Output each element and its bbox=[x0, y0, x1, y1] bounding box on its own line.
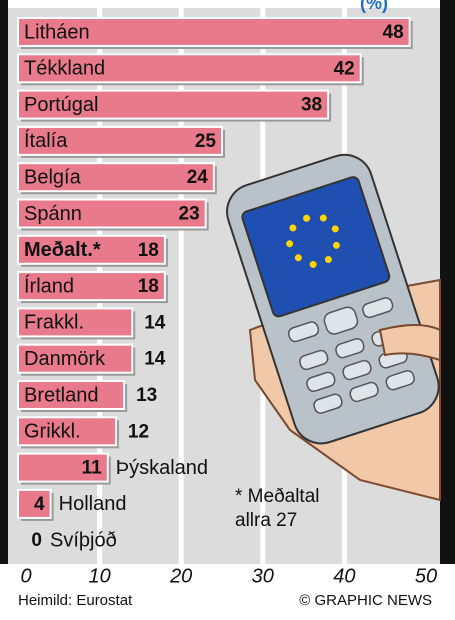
category-label: Litháen bbox=[24, 21, 90, 43]
category-label: Portúgal bbox=[24, 94, 99, 116]
value-label: 14 bbox=[144, 349, 166, 370]
page: {"chart_data":{"type":"bar","orientation… bbox=[0, 0, 455, 620]
x-tick-label: 10 bbox=[88, 565, 110, 587]
credit: © GRAPHIC NEWS bbox=[299, 592, 432, 609]
category-label: Spánn bbox=[24, 203, 82, 225]
value-label: 11 bbox=[82, 458, 103, 479]
value-label: 18 bbox=[138, 240, 159, 261]
chart: Litháen 48 Tékkland 42 Portúgal 38 Ítalía 25 Bel… bbox=[0, 0, 455, 615]
value-label: 25 bbox=[195, 131, 217, 152]
category-label: Tékkland bbox=[24, 58, 105, 80]
value-label: 14 bbox=[144, 312, 166, 333]
value-label: 4 bbox=[34, 494, 45, 515]
frame-right bbox=[440, 0, 455, 564]
source: Heimild: Eurostat bbox=[18, 592, 133, 609]
category-label: Holland bbox=[59, 493, 127, 515]
x-tick-label: 0 bbox=[20, 565, 31, 587]
category-label: Írland bbox=[24, 274, 74, 297]
category-label: Meðalt.* bbox=[24, 239, 101, 261]
category-label: Bretland bbox=[24, 384, 99, 406]
frame-left bbox=[0, 0, 8, 564]
category-label: Grikkl. bbox=[24, 421, 81, 443]
category-label: Þýskaland bbox=[116, 457, 208, 479]
value-label: 42 bbox=[334, 58, 355, 79]
value-label: 0 bbox=[31, 530, 42, 551]
x-tick-label: 50 bbox=[415, 565, 437, 587]
value-label: 12 bbox=[128, 421, 149, 442]
value-label: 24 bbox=[187, 167, 209, 188]
x-tick-label: 40 bbox=[333, 565, 355, 587]
value-label: 13 bbox=[136, 385, 157, 406]
value-label: 18 bbox=[138, 276, 159, 297]
value-label: 23 bbox=[179, 204, 200, 225]
category-label: Svíþjóð bbox=[50, 529, 117, 551]
value-label: 48 bbox=[383, 22, 404, 43]
category-label: Ítalía bbox=[24, 129, 68, 152]
x-tick-label: 30 bbox=[252, 565, 274, 587]
unit-label: (%) bbox=[360, 0, 388, 13]
value-label: 38 bbox=[301, 95, 322, 116]
category-label: Danmörk bbox=[24, 348, 106, 370]
category-label: Belgía bbox=[24, 166, 82, 188]
category-label: Frakkl. bbox=[24, 312, 84, 334]
x-tick-label: 20 bbox=[169, 565, 192, 587]
